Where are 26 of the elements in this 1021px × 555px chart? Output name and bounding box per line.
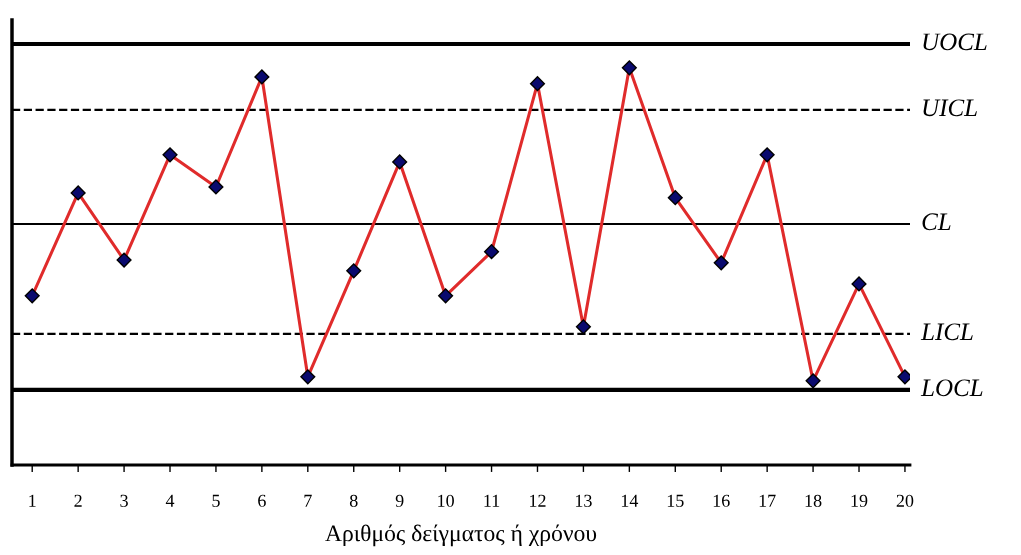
x-tick-label: 14 [621, 494, 639, 507]
ref-line-label: CL [922, 213, 951, 231]
x-tick-label: 20 [896, 494, 914, 507]
x-tick-label: 11 [484, 494, 500, 507]
x-tick-label: 16 [713, 494, 730, 507]
x-tick-label: 8 [349, 494, 358, 507]
x-tick-label: 5 [212, 494, 220, 507]
x-tick-label: 12 [530, 494, 546, 507]
x-tick-label: 1 [29, 494, 36, 507]
x-tick-label: 3 [120, 494, 128, 507]
ref-line-label: UICL [923, 99, 977, 117]
x-tick-label: 13 [575, 494, 592, 507]
x-tick-label: 10 [438, 494, 454, 507]
ref-line-label: LICL [920, 323, 973, 341]
x-tick-label: 19 [851, 494, 868, 507]
ref-line-label: UOCL [923, 33, 987, 51]
x-tick-label: 15 [667, 494, 684, 507]
x-tick-label: 4 [165, 494, 175, 507]
x-tick-label: 6 [258, 494, 266, 507]
x-tick-label: 7 [304, 494, 312, 507]
x-tick-label: 2 [74, 494, 82, 507]
x-tick-label: 9 [395, 494, 404, 507]
x-axis-title: Αριθμός δείγματος ή χρόνου [325, 524, 597, 547]
ref-line-label: LOCL [920, 379, 983, 397]
x-tick-label: 18 [805, 494, 822, 507]
x-tick-label: 17 [759, 494, 776, 507]
